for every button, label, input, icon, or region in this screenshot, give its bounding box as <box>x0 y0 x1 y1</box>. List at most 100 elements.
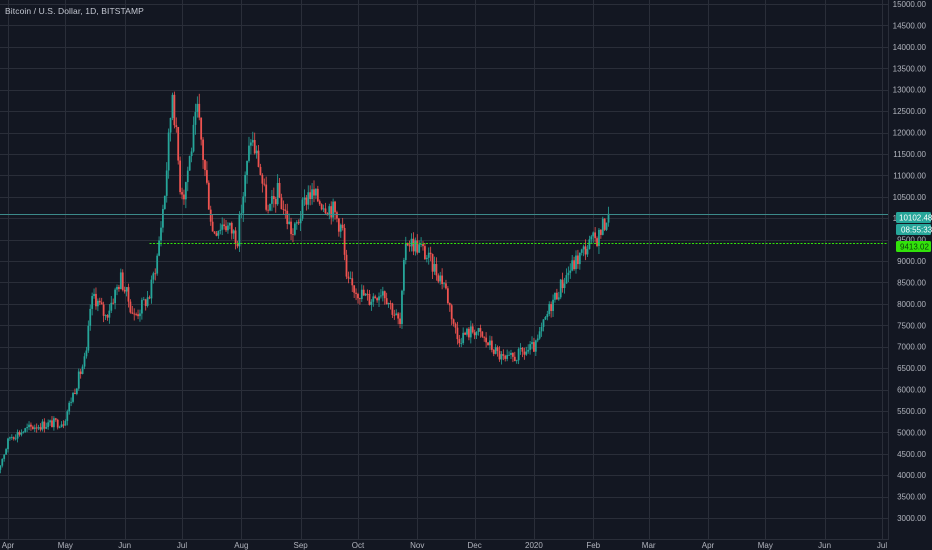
candle <box>337 217 340 237</box>
candle <box>253 132 256 155</box>
candle-body <box>253 140 256 154</box>
candle <box>315 188 317 200</box>
candle <box>261 173 264 193</box>
candle-body <box>351 278 354 286</box>
candle <box>259 163 262 176</box>
candle <box>196 96 199 118</box>
candle-body <box>292 234 294 235</box>
candle-body <box>297 222 300 224</box>
candle-body <box>211 221 214 232</box>
candle-body <box>184 182 187 200</box>
time-axis[interactable]: Apr May Jun Jul Aug Sep Oct Nov Dec 2020 Feb Mar Apr… <box>2 541 888 550</box>
candle <box>154 268 157 281</box>
candle-body <box>175 125 178 127</box>
candle-body <box>89 308 92 326</box>
candle <box>546 310 549 321</box>
candle-body <box>51 420 53 428</box>
candle-body <box>104 315 107 316</box>
candle <box>508 351 510 356</box>
candle-body <box>414 240 417 252</box>
candle-body <box>357 293 359 299</box>
candle-body <box>263 183 266 185</box>
candle <box>439 271 442 285</box>
candle <box>173 91 176 129</box>
candle <box>496 345 499 357</box>
candle <box>479 324 482 338</box>
candle <box>31 425 34 430</box>
candle-body <box>192 124 195 152</box>
candle <box>575 250 577 274</box>
candle <box>448 302 451 312</box>
candle-body <box>360 289 363 300</box>
candle <box>223 218 226 230</box>
candle <box>320 203 323 211</box>
candle <box>179 156 182 195</box>
candle <box>422 241 424 251</box>
candle-body <box>477 328 480 333</box>
candle <box>16 429 19 443</box>
candle-body <box>435 264 438 276</box>
candle <box>150 275 153 304</box>
candle-body <box>555 292 558 300</box>
candle-body <box>424 246 426 260</box>
candle <box>489 335 491 350</box>
candle-body <box>494 347 497 354</box>
candle-body <box>68 402 71 412</box>
candle-body <box>169 117 172 133</box>
candle <box>404 236 407 265</box>
candle <box>584 239 587 261</box>
support-price-label: 9413.02 <box>900 243 929 252</box>
candle-body <box>533 342 535 352</box>
candle <box>24 427 27 433</box>
candle-body <box>271 196 273 204</box>
candle <box>276 174 279 206</box>
candle-body <box>519 347 522 350</box>
candle <box>427 247 430 265</box>
candle <box>353 285 356 299</box>
candle <box>483 336 486 342</box>
candle-body <box>498 350 501 360</box>
candle <box>569 263 572 279</box>
candle <box>95 287 97 310</box>
candle-body <box>372 296 375 302</box>
candle <box>341 217 344 231</box>
price-badges: 10102.48 08:55:33 9413.02 <box>896 212 932 252</box>
candle <box>577 249 579 269</box>
candle <box>305 194 308 211</box>
candle-body <box>148 297 151 299</box>
candle <box>221 217 224 236</box>
candle <box>200 117 203 146</box>
candle-body <box>552 299 554 312</box>
candle-body <box>582 246 585 250</box>
x-tick-label: May <box>758 541 773 550</box>
candle-body <box>3 454 6 459</box>
candle <box>425 254 428 263</box>
candle-body <box>425 257 428 260</box>
candle <box>217 230 220 239</box>
candle <box>93 288 95 299</box>
candle-body <box>313 189 315 196</box>
y-tick-label: 7000.00 <box>897 343 926 352</box>
candle <box>401 289 403 329</box>
candle-body <box>334 201 336 213</box>
candle-body <box>422 244 424 247</box>
price-axis[interactable]: 3000.00 3500.00 4000.00 4500.00 5000.00 5500.… <box>893 0 927 523</box>
candle-body <box>66 411 69 421</box>
candle <box>110 295 113 313</box>
candle-body <box>274 198 277 205</box>
x-tick-label: Aug <box>234 541 248 550</box>
candle <box>311 183 313 205</box>
candle <box>529 340 532 355</box>
candle-body <box>483 336 486 338</box>
candle <box>357 292 359 304</box>
x-tick-label: Nov <box>410 541 424 550</box>
candle-body <box>269 203 271 211</box>
candle <box>391 302 394 318</box>
candle <box>112 298 115 305</box>
candle <box>504 354 507 362</box>
candle-body <box>293 223 296 235</box>
candle <box>601 216 604 236</box>
candle <box>370 299 373 311</box>
